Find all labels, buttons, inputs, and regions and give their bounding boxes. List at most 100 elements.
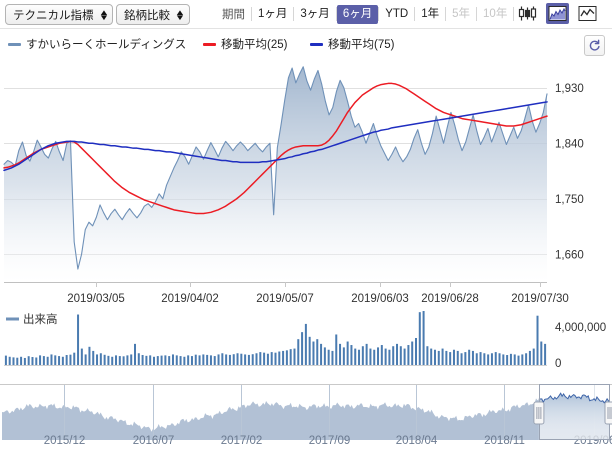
volume-bar (449, 352, 452, 365)
volume-bar (540, 341, 543, 365)
legend-item-ma25[interactable]: 移動平均(25) (203, 36, 287, 52)
volume-bar (23, 357, 26, 365)
volume-bar (407, 345, 410, 365)
volume-bar (50, 354, 53, 365)
volume-bar (544, 343, 547, 365)
volume-y-label-0: 4,000,000 (555, 322, 606, 334)
volume-bar (213, 356, 216, 365)
volume-legend-label[interactable]: 出来高 (23, 312, 58, 326)
period-button-1[interactable]: 3ヶ月 (300, 7, 330, 20)
period-divider (251, 7, 252, 21)
period-button-4[interactable]: 1年 (421, 7, 440, 20)
period-button-2[interactable]: 6ヶ月 (336, 4, 379, 24)
volume-bar (536, 315, 539, 365)
volume-bar (479, 352, 482, 365)
volume-bar (255, 353, 258, 365)
volume-bar (266, 353, 269, 365)
volume-bar (373, 349, 376, 365)
volume-bar (145, 355, 148, 365)
volume-bar (304, 323, 307, 365)
y-axis-label-2: 1,750 (555, 194, 584, 206)
volume-bar (225, 354, 228, 365)
volume-bar (69, 354, 72, 365)
volume-bar (350, 345, 353, 365)
period-button-6: 10年 (483, 7, 508, 20)
volume-bar (327, 349, 330, 365)
volume-bar (12, 357, 15, 365)
volume-bar (232, 354, 235, 365)
period-divider (445, 7, 447, 21)
volume-bar (198, 355, 201, 365)
navigator-handle-right[interactable] (604, 401, 612, 425)
navigator-selection-line (538, 392, 611, 404)
handle-body[interactable] (604, 401, 612, 425)
volume-bar (335, 334, 338, 365)
volume-bar (346, 341, 349, 365)
volume-bar (259, 352, 262, 365)
volume-bar (8, 356, 11, 365)
volume-bar (115, 355, 118, 365)
candlestick-chart-icon[interactable] (516, 3, 539, 24)
volume-bar (65, 355, 68, 365)
technical-indicator-select[interactable]: テクニカル指標 ▲ ▼ (5, 4, 114, 25)
volume-bar (171, 354, 174, 365)
volume-bar (323, 347, 326, 365)
stock-compare-select[interactable]: 銘柄比較 ▲ ▼ (116, 4, 190, 25)
navigator-label-0: 2015/12 (44, 435, 86, 447)
volume-bar (418, 312, 421, 365)
volume-y-label-1: 0 (555, 358, 561, 370)
volume-chart-panel[interactable]: 出来高 4,000,000 0 (0, 303, 612, 375)
volume-bar (475, 353, 478, 365)
volume-bar (92, 350, 95, 365)
volume-bar (358, 349, 361, 365)
navigator-label-4: 2018/04 (396, 435, 438, 447)
period-button-0[interactable]: 1ヶ月 (258, 7, 288, 20)
navigator-label-2: 2017/02 (221, 435, 263, 447)
volume-bar (483, 353, 486, 365)
volume-bar (27, 356, 30, 365)
period-button-3[interactable]: YTD (385, 7, 409, 20)
navigator-area (2, 393, 610, 440)
volume-bar (452, 349, 455, 365)
y-axis-label-1: 1,840 (555, 138, 584, 150)
volume-bar (228, 354, 231, 365)
chart-legend: すかいらーくホールディングス 移動平均(25) 移動平均(75) (0, 30, 612, 58)
period-button-5: 5年 (452, 7, 471, 20)
legend-item-ma75[interactable]: 移動平均(75) (310, 36, 394, 52)
volume-bar (190, 356, 193, 365)
volume-bar (471, 350, 474, 365)
navigator-label-1: 2016/07 (133, 435, 175, 447)
volume-bar (16, 357, 19, 365)
chevron-updown-icon: ▲ ▼ (98, 7, 109, 22)
volume-bar (149, 355, 152, 365)
volume-bar (411, 341, 414, 365)
area-chart-icon[interactable] (546, 3, 569, 24)
volume-bar (118, 356, 121, 365)
price-chart-panel[interactable]: 1,930 1,840 1,750 1,660 2019/03/05 2019/04/02… (0, 58, 612, 303)
price-series-line-0 (3, 66, 548, 270)
volume-bar (498, 353, 501, 365)
volume-bar (426, 346, 429, 365)
volume-bar (509, 353, 512, 365)
volume-bar (506, 355, 509, 365)
refresh-button[interactable] (584, 35, 605, 56)
legend-item-price[interactable]: すかいらーくホールディングス (8, 36, 186, 52)
volume-bar (396, 343, 399, 365)
volume-bar (532, 348, 535, 365)
period-selector: 期間 1ヶ月 3ヶ月 6ヶ月 YTD 1年 5年 10年 (222, 3, 515, 25)
volume-bar (88, 346, 91, 365)
x-axis-label-3: 2019/06/03 (351, 293, 409, 303)
range-navigator[interactable]: 2015/12 2016/07 2017/02 2017/09 2018/04 2018/… (0, 378, 612, 451)
volume-bar (422, 311, 425, 365)
legend-label-ma75: 移動平均(75) (328, 39, 395, 51)
volume-bar (84, 354, 87, 365)
legend-label-ma25: 移動平均(25) (221, 39, 288, 51)
volume-bar (270, 352, 273, 365)
volume-bar (164, 355, 167, 365)
volume-bar (441, 348, 444, 365)
volume-bar (339, 343, 342, 365)
line-chart-icon[interactable] (576, 3, 599, 24)
navigator-handle-left[interactable] (533, 401, 545, 425)
legend-swatch-price (8, 42, 21, 46)
period-divider (476, 7, 478, 21)
